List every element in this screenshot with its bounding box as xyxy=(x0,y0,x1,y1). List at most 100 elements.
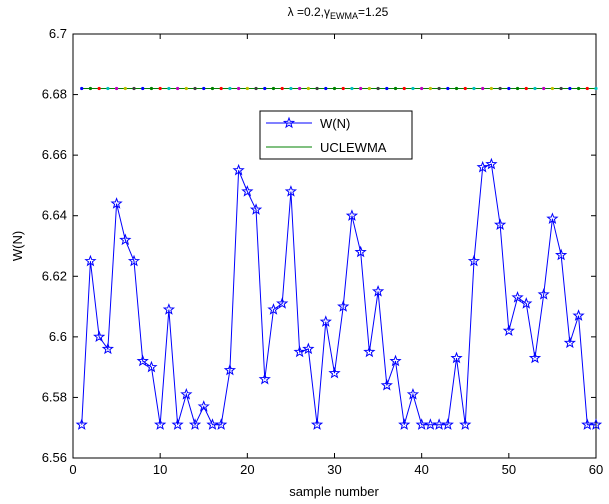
wn-point xyxy=(520,297,533,309)
wn-point xyxy=(84,254,97,267)
ucl-point xyxy=(97,86,101,91)
wn-point xyxy=(546,212,559,224)
wn-point xyxy=(180,387,193,400)
wn-point xyxy=(537,288,550,300)
wn-point xyxy=(345,209,359,221)
wn-point xyxy=(93,330,106,343)
ucl-point xyxy=(245,86,249,91)
wn-point xyxy=(328,366,341,379)
ucl-point xyxy=(324,86,328,91)
ucl-point xyxy=(167,86,171,91)
ucl-point xyxy=(481,86,485,91)
wn-point xyxy=(319,315,332,327)
wn-point xyxy=(476,160,489,173)
legend: W(N) UCLEWMA xyxy=(259,110,413,160)
wn-point xyxy=(572,309,585,321)
ucl-point xyxy=(420,86,424,91)
wn-point xyxy=(398,418,411,430)
ucl-point xyxy=(463,86,467,91)
plot-area xyxy=(72,33,597,459)
legend-wn-marker xyxy=(282,116,296,129)
ucl-point xyxy=(141,86,145,91)
ucl-point xyxy=(385,86,389,91)
wn-point xyxy=(119,233,132,246)
wn-point xyxy=(110,197,123,209)
ucl-point xyxy=(280,86,284,91)
wn-point xyxy=(337,300,350,312)
wn-point xyxy=(215,418,228,430)
wn-point xyxy=(241,185,254,197)
wn-point xyxy=(249,203,263,215)
wn-point xyxy=(284,185,298,197)
ucl-point xyxy=(524,86,528,91)
ucl-point xyxy=(533,86,537,91)
y-tick-label: 6.6 xyxy=(49,329,67,344)
legend-ucl-label: UCLEWMA xyxy=(320,140,387,155)
wn-point xyxy=(188,418,202,430)
wn-point xyxy=(267,303,280,315)
wn-point xyxy=(450,351,463,364)
wn-point xyxy=(485,157,498,170)
ucl-point xyxy=(158,86,162,91)
ucl-point xyxy=(193,86,197,91)
wn-point xyxy=(162,303,175,315)
wn-point xyxy=(136,354,149,367)
wn-point xyxy=(310,418,324,430)
y-tick-label: 6.56 xyxy=(42,450,67,465)
y-tick-label: 6.62 xyxy=(42,268,67,283)
x-tick-label: 60 xyxy=(589,462,603,477)
wn-point xyxy=(223,363,237,376)
ucl-point xyxy=(210,86,215,91)
axis-ticks: 0 10 20 30 40 50 60 6.56 6.58 6.6 6.62 6.64 6.66 6.68… xyxy=(42,26,604,477)
wn-point xyxy=(441,418,454,430)
ucl-point xyxy=(350,86,354,91)
ucl-point xyxy=(88,86,93,91)
ucl-point xyxy=(437,86,441,91)
wn-point xyxy=(258,372,271,385)
ucl-point xyxy=(359,86,363,91)
wn-point xyxy=(75,418,88,430)
ucl-point xyxy=(332,86,337,91)
wn-point xyxy=(511,291,524,303)
ucl-point xyxy=(367,86,371,91)
ucl-series xyxy=(80,86,598,91)
wn-point xyxy=(363,345,376,358)
ucl-point xyxy=(123,86,127,91)
wn-line xyxy=(81,163,596,427)
ucl-point xyxy=(472,86,476,91)
ucl-point xyxy=(149,86,154,91)
ucl-point xyxy=(80,86,84,91)
ucl-point xyxy=(306,86,310,91)
wn-point xyxy=(302,342,315,355)
wn-point xyxy=(589,418,603,430)
ucl-point xyxy=(559,86,563,91)
ucl-point xyxy=(550,86,555,91)
legend-box xyxy=(259,110,413,160)
wn-point xyxy=(197,400,210,412)
wn-point xyxy=(467,254,481,267)
ucl-point xyxy=(341,86,345,91)
ucl-point xyxy=(228,86,232,91)
ucl-point xyxy=(446,86,450,91)
ucl-point xyxy=(254,86,258,91)
x-tick-label: 30 xyxy=(327,462,341,477)
wn-point xyxy=(555,248,568,261)
ucl-point xyxy=(585,86,589,91)
wn-point xyxy=(145,360,158,373)
y-tick-label: 6.64 xyxy=(42,208,67,223)
wn-point xyxy=(371,285,385,297)
x-tick-label: 10 xyxy=(153,462,167,477)
ucl-point xyxy=(542,86,546,91)
y-tick-label: 6.66 xyxy=(42,147,67,162)
wn-point xyxy=(293,345,306,358)
ucl-point xyxy=(237,86,241,91)
ucl-point xyxy=(515,86,520,91)
wn-point xyxy=(171,418,184,430)
ucl-point xyxy=(202,86,206,91)
ucl-point xyxy=(411,86,415,91)
y-tick-label: 6.58 xyxy=(42,389,67,404)
ucl-point xyxy=(568,86,572,91)
x-tick-label: 50 xyxy=(502,462,516,477)
